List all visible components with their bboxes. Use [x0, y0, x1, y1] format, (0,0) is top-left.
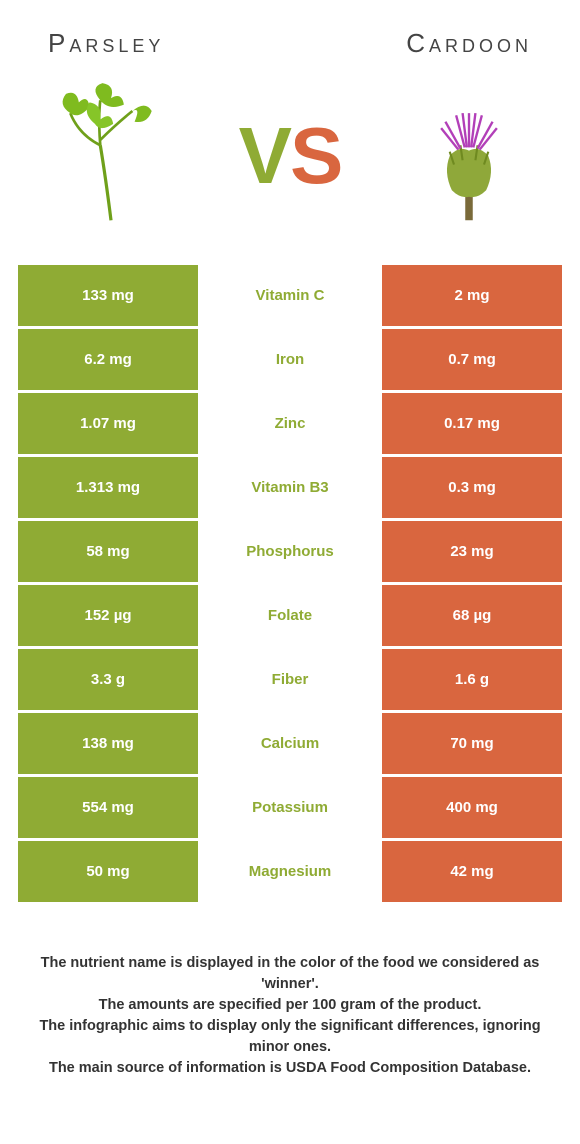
footer-line-4: The main source of information is USDA F… — [18, 1058, 562, 1079]
left-food-title: Parsley — [48, 28, 164, 59]
nutrient-table: 133 mgVitamin C2 mg6.2 mgIron0.7 mg1.07 … — [0, 265, 580, 905]
nutrient-row: 6.2 mgIron0.7 mg — [18, 329, 562, 393]
nutrient-label: Fiber — [200, 649, 382, 710]
nutrient-value-left: 3.3 g — [18, 649, 200, 710]
nutrient-value-right: 0.3 mg — [382, 457, 562, 518]
nutrient-label: Zinc — [200, 393, 382, 454]
cardoon-icon — [404, 81, 534, 231]
footer-line-3: The infographic aims to display only the… — [18, 1016, 562, 1058]
nutrient-value-right: 400 mg — [382, 777, 562, 838]
nutrient-value-right: 68 µg — [382, 585, 562, 646]
nutrient-label: Vitamin B3 — [200, 457, 382, 518]
nutrient-label: Vitamin C — [200, 265, 382, 326]
nutrient-value-left: 1.07 mg — [18, 393, 200, 454]
nutrient-value-left: 1.313 mg — [18, 457, 200, 518]
nutrient-label: Folate — [200, 585, 382, 646]
nutrient-row: 152 µgFolate68 µg — [18, 585, 562, 649]
nutrient-value-right: 1.6 g — [382, 649, 562, 710]
nutrient-value-left: 152 µg — [18, 585, 200, 646]
parsley-icon — [46, 81, 176, 231]
footer-notes: The nutrient name is displayed in the co… — [0, 905, 580, 1107]
nutrient-row: 3.3 gFiber1.6 g — [18, 649, 562, 713]
nutrient-label: Magnesium — [200, 841, 382, 902]
nutrient-value-right: 0.17 mg — [382, 393, 562, 454]
images-row: VS — [0, 71, 580, 265]
page: Parsley Cardoon VS — [0, 0, 580, 1107]
vs-label: VS — [239, 110, 342, 202]
nutrient-label: Iron — [200, 329, 382, 390]
nutrient-label: Potassium — [200, 777, 382, 838]
nutrient-value-right: 70 mg — [382, 713, 562, 774]
nutrient-row: 58 mgPhosphorus23 mg — [18, 521, 562, 585]
nutrient-value-right: 42 mg — [382, 841, 562, 902]
nutrient-row: 554 mgPotassium400 mg — [18, 777, 562, 841]
nutrient-value-right: 23 mg — [382, 521, 562, 582]
nutrient-value-left: 138 mg — [18, 713, 200, 774]
cardoon-image — [394, 71, 544, 241]
nutrient-value-left: 50 mg — [18, 841, 200, 902]
nutrient-label: Phosphorus — [200, 521, 382, 582]
vs-s: S — [290, 111, 341, 200]
nutrient-row: 1.313 mgVitamin B30.3 mg — [18, 457, 562, 521]
header-titles: Parsley Cardoon — [0, 0, 580, 71]
footer-line-2: The amounts are specified per 100 gram o… — [18, 995, 562, 1016]
nutrient-value-right: 0.7 mg — [382, 329, 562, 390]
nutrient-value-left: 554 mg — [18, 777, 200, 838]
vs-v: V — [239, 111, 290, 200]
nutrient-value-left: 6.2 mg — [18, 329, 200, 390]
nutrient-row: 133 mgVitamin C2 mg — [18, 265, 562, 329]
parsley-image — [36, 71, 186, 241]
nutrient-row: 138 mgCalcium70 mg — [18, 713, 562, 777]
nutrient-row: 1.07 mgZinc0.17 mg — [18, 393, 562, 457]
footer-line-1: The nutrient name is displayed in the co… — [18, 953, 562, 995]
nutrient-value-right: 2 mg — [382, 265, 562, 326]
nutrient-value-left: 58 mg — [18, 521, 200, 582]
right-food-title: Cardoon — [406, 28, 532, 59]
nutrient-value-left: 133 mg — [18, 265, 200, 326]
nutrient-label: Calcium — [200, 713, 382, 774]
nutrient-row: 50 mgMagnesium42 mg — [18, 841, 562, 905]
